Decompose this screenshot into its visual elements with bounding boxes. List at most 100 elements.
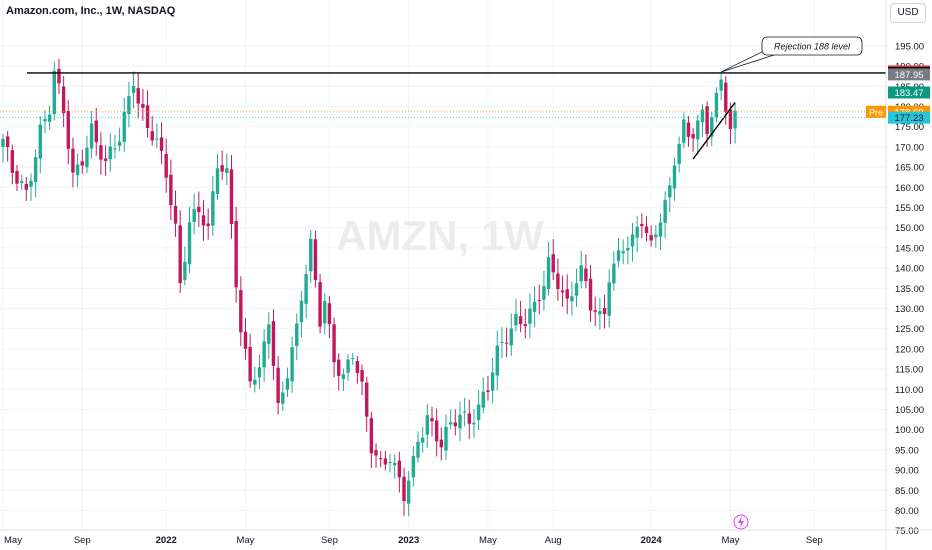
- candle-body: [579, 265, 583, 282]
- candle-body: [285, 378, 290, 390]
- candle-body: [677, 143, 681, 164]
- candle-body: [85, 147, 89, 168]
- candle-body: [295, 323, 299, 346]
- candle-body: [630, 234, 635, 247]
- candle-body: [127, 96, 131, 115]
- candle-body: [351, 358, 355, 360]
- candle-body: [453, 422, 458, 427]
- price-label-tag: Pre: [869, 107, 883, 117]
- candle-body: [560, 290, 565, 293]
- price-tick-label: 195.00: [895, 41, 924, 52]
- candle-body: [626, 248, 630, 251]
- time-tick-label: 2022: [156, 535, 177, 546]
- candle-body: [327, 303, 332, 325]
- currency-button[interactable]: USD: [890, 3, 926, 23]
- lightning-icon[interactable]: [733, 514, 749, 530]
- candle-body: [514, 313, 518, 326]
- candle-body: [5, 136, 10, 148]
- candle-body: [136, 88, 140, 104]
- candle-body: [29, 180, 33, 187]
- time-tick-label: 2023: [398, 535, 419, 546]
- candle-series: [1, 58, 737, 517]
- price-tick-label: 135.00: [895, 284, 924, 295]
- time-tick-label: May: [479, 535, 497, 546]
- candle-body: [99, 145, 103, 160]
- candle-body: [490, 372, 495, 391]
- candle-body: [271, 321, 276, 366]
- candle-body: [141, 103, 145, 108]
- price-tick-label: 100.00: [895, 425, 924, 436]
- candle-body: [248, 346, 252, 382]
- candle-body: [155, 138, 159, 140]
- candle-body: [472, 422, 476, 425]
- price-label-bg: [888, 111, 930, 124]
- candle-body: [229, 169, 234, 225]
- candle-body: [668, 185, 672, 198]
- candle-body: [313, 239, 318, 281]
- callout-pointer: [720, 50, 775, 73]
- candle-body: [719, 79, 723, 91]
- candle-body: [276, 367, 280, 403]
- candle-body: [169, 174, 173, 206]
- candle-body: [225, 168, 229, 173]
- price-axis[interactable]: 75.00 80.00 85.00 90.00 95.00 100.00 105.00 110…: [885, 0, 924, 550]
- candle-body: [122, 111, 126, 142]
- support-trendline: [692, 102, 736, 160]
- candle-body: [430, 418, 434, 422]
- candle-body: [66, 110, 70, 149]
- candle-body: [714, 93, 719, 118]
- candle-body: [542, 286, 546, 300]
- candle-body: [290, 347, 294, 382]
- candle-body: [1, 138, 5, 147]
- candle-body: [103, 158, 108, 161]
- candle-body: [588, 278, 593, 311]
- candle-body: [691, 133, 695, 139]
- candle-body: [323, 301, 327, 324]
- price-tick-label: 110.00: [895, 385, 923, 396]
- candle-body: [621, 251, 625, 254]
- candle-body: [187, 222, 192, 265]
- price-tick-label: 80.00: [895, 506, 919, 517]
- callout-box: [761, 36, 863, 56]
- candle-body: [281, 392, 285, 404]
- price-label-value: 183.47: [894, 88, 923, 99]
- candle-body: [75, 164, 80, 176]
- candle-body: [173, 205, 178, 224]
- time-tick-label: Sep: [321, 535, 338, 546]
- candle-body: [355, 361, 360, 374]
- candle-body: [215, 168, 220, 194]
- candle-body: [10, 150, 15, 173]
- candle-body: [360, 370, 364, 382]
- candle-body: [38, 124, 43, 159]
- candle-body: [397, 460, 402, 478]
- candle-body: [318, 282, 322, 327]
- candle-body: [211, 191, 215, 226]
- candle-body: [649, 235, 653, 241]
- price-tick-label: 150.00: [895, 223, 924, 234]
- price-tick-label: 90.00: [895, 466, 919, 477]
- price-label-bg: [888, 68, 930, 81]
- symbol-watermark: AMZN, 1W: [336, 212, 544, 259]
- candle-body: [94, 120, 98, 143]
- candle-body: [486, 390, 490, 392]
- price-label-value: 187.95: [894, 70, 923, 81]
- candle-body: [346, 359, 350, 373]
- candle-body: [546, 257, 551, 290]
- price-tick-label: 155.00: [895, 203, 924, 214]
- candle-body: [164, 153, 168, 178]
- candle-body: [197, 206, 201, 213]
- candle-body: [159, 137, 164, 151]
- candle-body: [234, 221, 238, 288]
- candle-body: [495, 345, 499, 376]
- candle-body: [481, 391, 485, 408]
- candle-body: [635, 226, 639, 238]
- candle-body: [43, 119, 47, 122]
- candle-body: [192, 209, 196, 223]
- chart-grid: [0, 0, 886, 532]
- time-tick-label: Sep: [806, 535, 823, 546]
- plot-background: [0, 0, 886, 530]
- candle-body: [728, 109, 733, 130]
- time-axis[interactable]: May Sep 2022 May Sep 2023 May Aug 2024 May Sep: [0, 529, 932, 546]
